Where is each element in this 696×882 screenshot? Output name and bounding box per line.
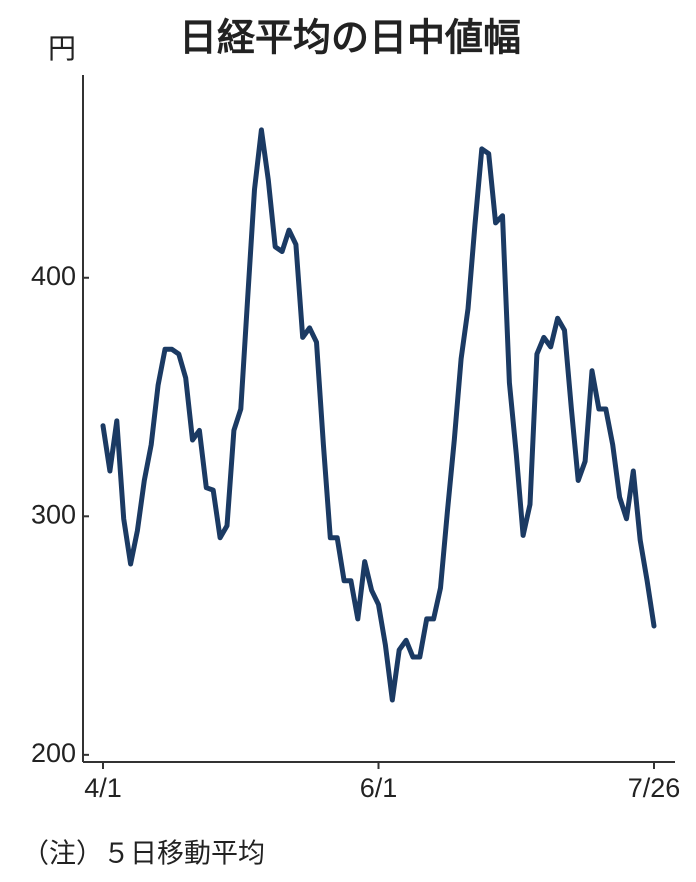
- y-axis-label: 円: [48, 32, 76, 65]
- x-tick-label: 6/1: [360, 773, 398, 803]
- y-tick-label: 200: [31, 738, 76, 768]
- y-tick-label: 300: [31, 499, 76, 529]
- chart-title: 日経平均の日中値幅: [179, 16, 521, 60]
- y-tick-label: 400: [31, 261, 76, 291]
- x-tick-label: 4/1: [84, 773, 122, 803]
- note: （注）５日移動平均: [22, 839, 265, 870]
- data-line: [100, 127, 657, 703]
- x-tick-label: 7/26: [628, 773, 681, 803]
